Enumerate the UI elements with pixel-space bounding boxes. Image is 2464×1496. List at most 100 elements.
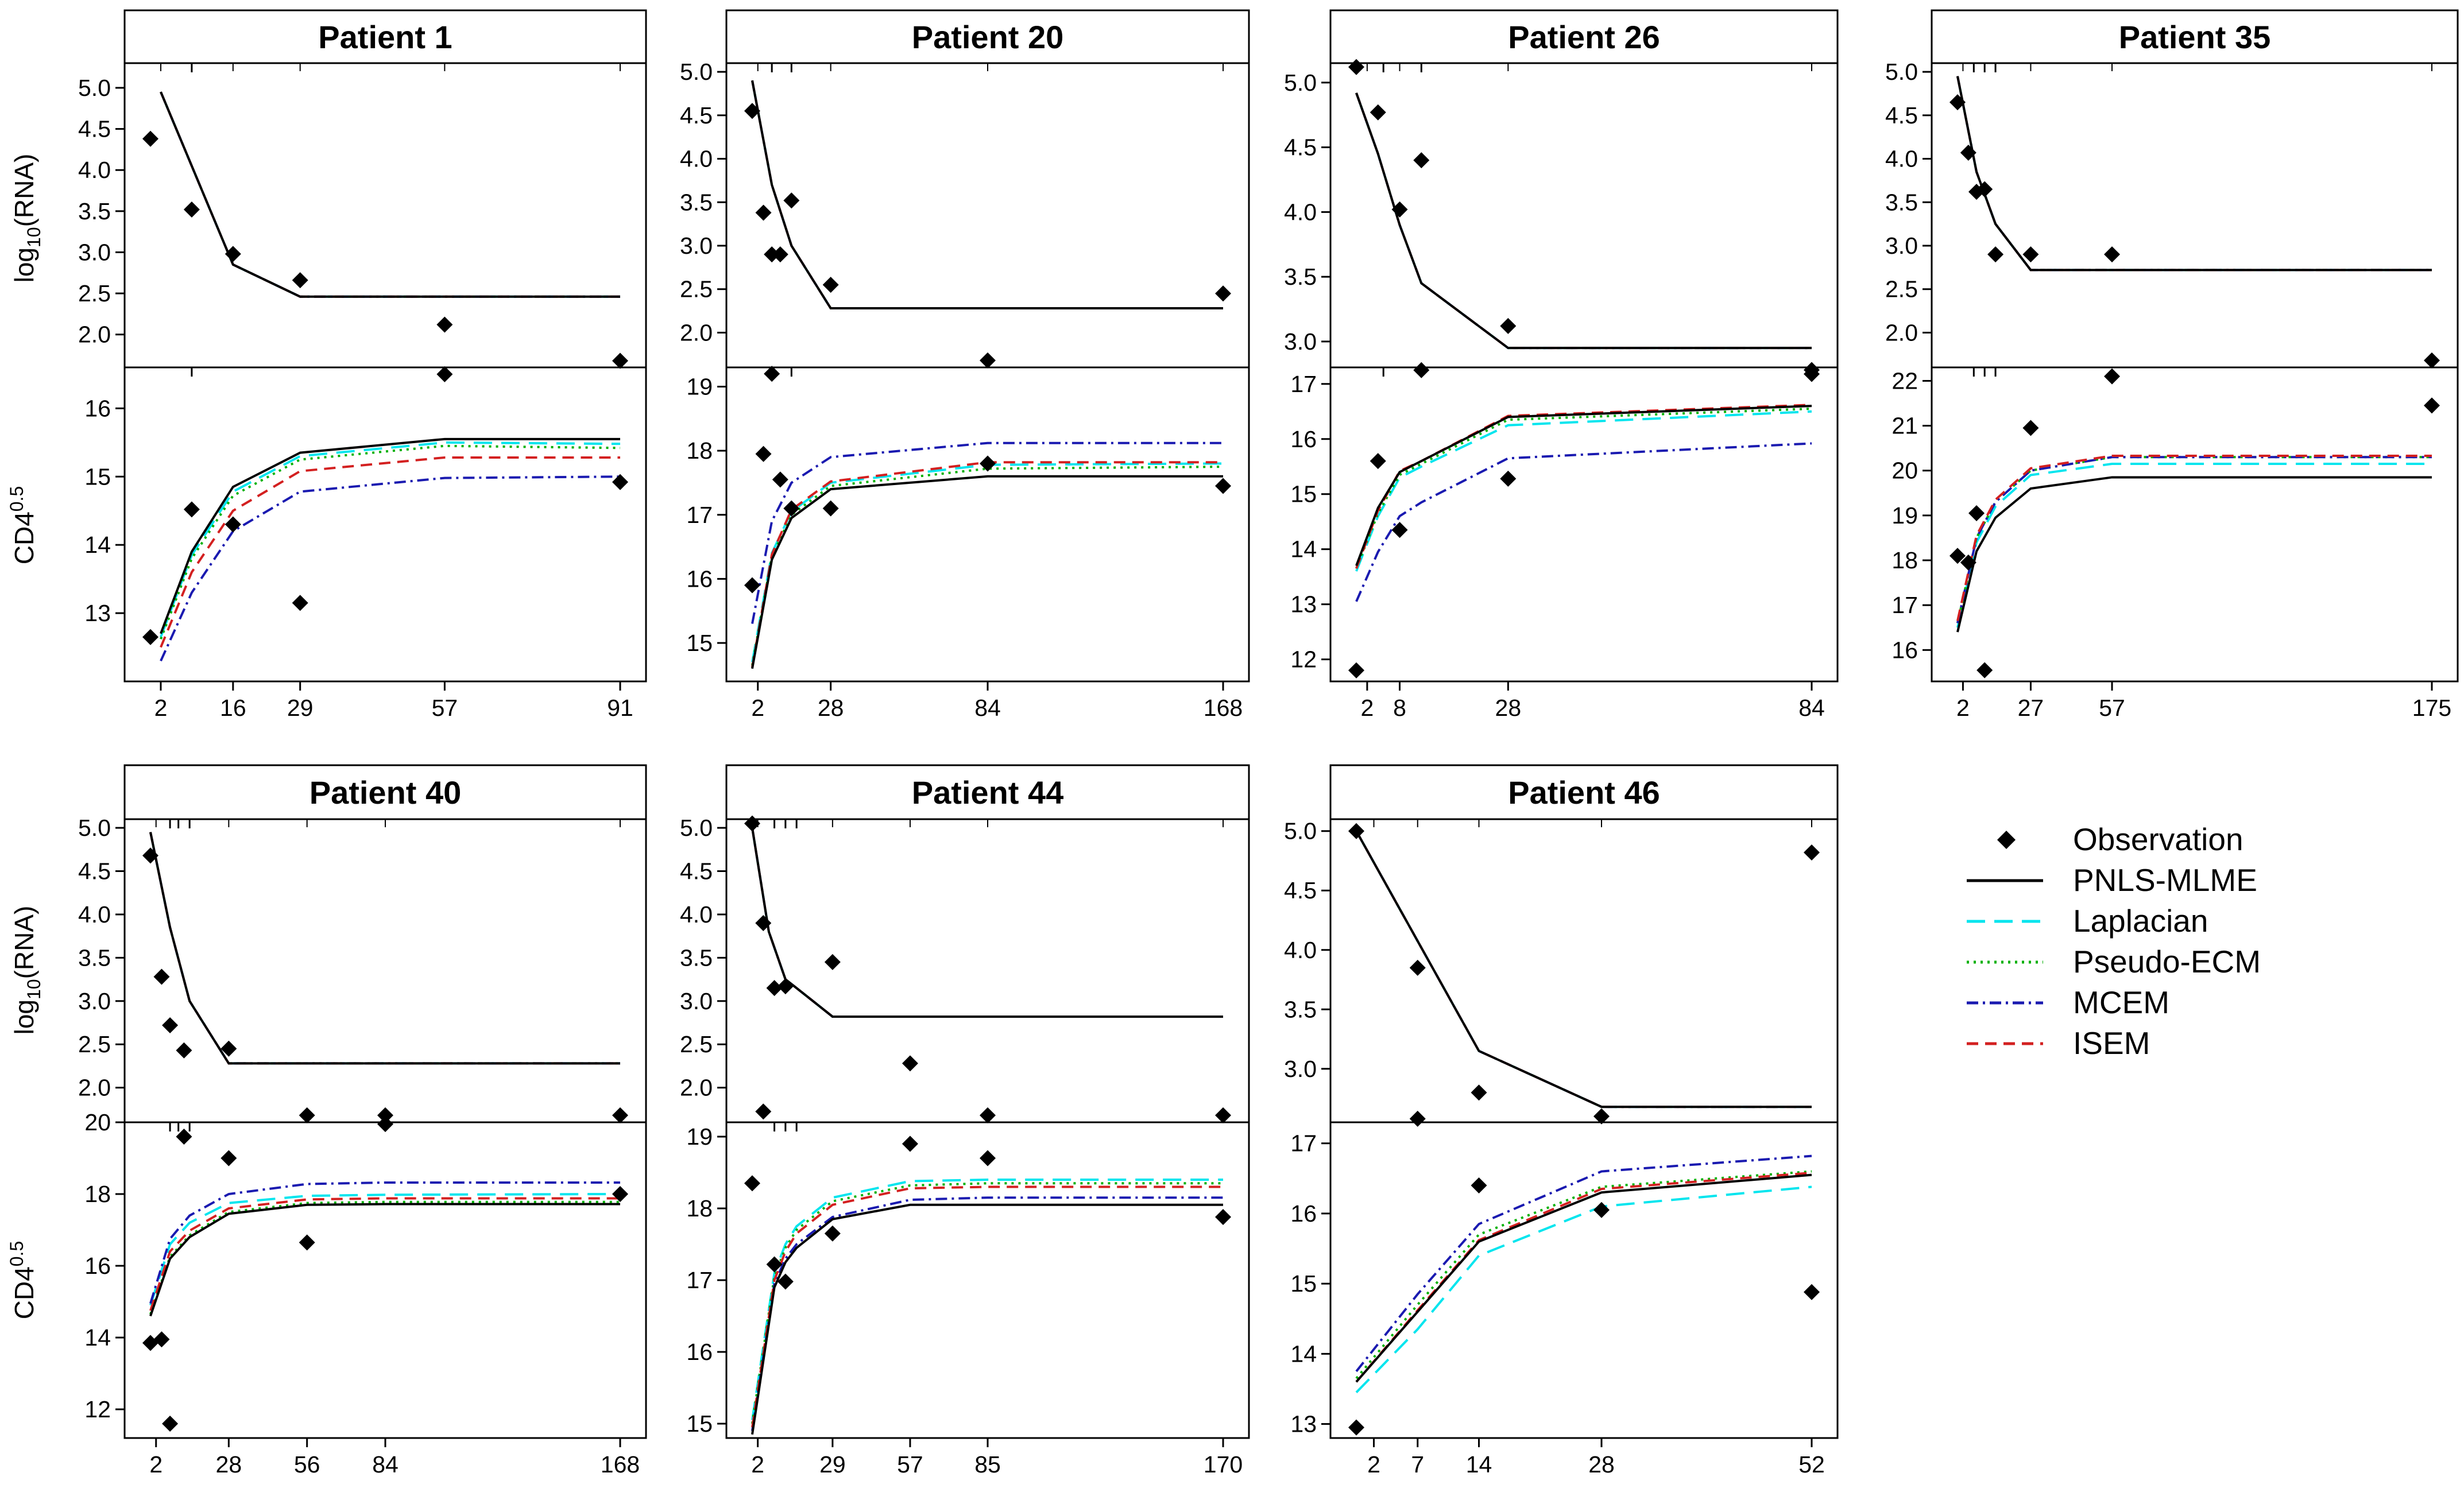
cd4-subplot: 15 16 17 18 19 bbox=[686, 1103, 1250, 1439]
x-tick-label: 168 bbox=[1204, 695, 1243, 721]
y-tick-label: 3.0 bbox=[1885, 232, 1918, 259]
rna-subplot: 2.0 2.5 3.0 3.5 4.0 4.5 5.0 bbox=[680, 59, 1250, 369]
fit-line-pnls-mlme bbox=[1355, 92, 1812, 350]
y-tick-label: 5.0 bbox=[1284, 69, 1317, 96]
panel-patient-26: Patient 26 3.0 3.5 4.0 4.5 5.0 12 13 14 15 16 17 2 8 2… bbox=[1284, 9, 1839, 721]
x-tick-label: 28 bbox=[1588, 1451, 1615, 1478]
x-tick-label: 57 bbox=[432, 695, 458, 721]
y-tick-label: 2.5 bbox=[680, 276, 713, 303]
fit-line-pseudo-ecm bbox=[1355, 92, 1812, 350]
observation-point bbox=[1471, 1177, 1487, 1193]
y-tick-label: 20 bbox=[1891, 458, 1918, 484]
observation-point bbox=[2424, 352, 2440, 369]
fit-line-pseudo-ecm bbox=[1355, 1170, 1812, 1379]
x-tick-label: 28 bbox=[818, 695, 844, 721]
fit-line-isem bbox=[751, 1185, 1223, 1428]
panel-title-box bbox=[725, 764, 1250, 820]
observation-point bbox=[612, 352, 628, 369]
y-tick-label: 4.0 bbox=[680, 901, 713, 928]
observation-point bbox=[1949, 548, 1966, 564]
fit-line-pnls-mlme bbox=[751, 80, 1223, 310]
observation-point bbox=[1215, 285, 1231, 302]
observation-point bbox=[755, 915, 772, 932]
y-tick-label: 4.5 bbox=[1284, 877, 1317, 904]
fit-line-pseudo-ecm bbox=[751, 80, 1223, 310]
y-tick-label: 3.5 bbox=[1284, 996, 1317, 1022]
observation-point bbox=[764, 246, 780, 263]
y-tick-label: 15 bbox=[84, 463, 111, 490]
y-tick-label: 18 bbox=[84, 1181, 111, 1207]
axis-label-log: log bbox=[9, 999, 39, 1034]
x-tick-label: 29 bbox=[287, 695, 314, 721]
fit-line-pnls-mlme bbox=[1355, 1173, 1812, 1383]
observation-point bbox=[824, 1225, 841, 1242]
observation-point bbox=[822, 277, 839, 293]
rna-plot-frame bbox=[1931, 62, 2459, 369]
observation-point bbox=[1804, 844, 1820, 861]
y-tick-label: 3.5 bbox=[680, 944, 713, 971]
rna-plot-frame bbox=[123, 62, 647, 369]
fit-line-pnls-mlme bbox=[160, 437, 620, 634]
observation-point bbox=[744, 103, 760, 119]
axis-label-superscript: 0.5 bbox=[6, 486, 27, 511]
fit-line-mcem bbox=[149, 832, 620, 1065]
fit-line-mcem bbox=[1355, 830, 1812, 1109]
observation-point bbox=[183, 501, 200, 518]
observation-point bbox=[176, 1129, 192, 1145]
fit-line-laplacian bbox=[1956, 76, 2432, 272]
observation-point bbox=[902, 1135, 918, 1152]
fit-line-laplacian bbox=[1355, 410, 1812, 572]
y-tick-label: 2.5 bbox=[1885, 276, 1918, 303]
panel-title-box bbox=[123, 9, 647, 64]
y-tick-label: 20 bbox=[84, 1109, 111, 1135]
y-tick-label: 2.0 bbox=[680, 1075, 713, 1101]
x-tick-label: 28 bbox=[1495, 695, 1522, 721]
x-tick-label: 14 bbox=[1466, 1451, 1492, 1478]
rna-subplot: 2.0 2.5 3.0 3.5 4.0 4.5 5.0 bbox=[1885, 59, 2459, 369]
observation-point bbox=[612, 1107, 628, 1123]
panel-patient-20: Patient 202.02.53.03.54.04.55.0151617181… bbox=[680, 9, 1250, 721]
fit-line-pseudo-ecm bbox=[149, 832, 620, 1065]
observation-point bbox=[766, 1256, 783, 1273]
cd4-plot-frame bbox=[123, 1121, 647, 1439]
fit-line-isem bbox=[1355, 830, 1812, 1109]
fit-line-pnls-mlme bbox=[1355, 830, 1812, 1109]
axis-label-rna: (RNA) bbox=[9, 154, 39, 227]
fit-line-pnls-mlme bbox=[751, 827, 1223, 1018]
observation-point bbox=[2022, 246, 2039, 263]
rna-plot-frame bbox=[725, 62, 1250, 369]
fit-line-pseudo-ecm bbox=[160, 91, 620, 298]
y-tick-label: 15 bbox=[686, 630, 713, 656]
y-tick-label: 16 bbox=[84, 395, 111, 421]
x-tick-label: 2 bbox=[751, 695, 764, 721]
observation-point bbox=[902, 1055, 918, 1072]
y-tick-label: 16 bbox=[686, 565, 713, 592]
fit-line-mcem bbox=[751, 1196, 1223, 1431]
observation-point bbox=[221, 1150, 237, 1166]
rna-axis-label: log10(RNA) bbox=[9, 154, 44, 283]
observation-point bbox=[292, 272, 308, 289]
fit-line-laplacian bbox=[1956, 463, 2432, 628]
cd4-axis-label: CD40.5 bbox=[6, 486, 39, 565]
y-tick-label: 14 bbox=[1290, 1340, 1317, 1367]
panel-patient-40: Patient 40 2.0 2.5 3.0 3.5 4.0 4.5 5.0 12 14 16 18 2… bbox=[78, 764, 647, 1478]
cd4-plot-frame bbox=[123, 366, 647, 683]
observation-point bbox=[980, 1150, 996, 1166]
legend-item: Observation bbox=[1997, 821, 2243, 857]
fit-line-isem bbox=[751, 827, 1223, 1018]
x-tick-label: 2 bbox=[1367, 1451, 1380, 1478]
y-tick-label: 17 bbox=[686, 1267, 713, 1293]
observation-point bbox=[299, 1234, 315, 1251]
fit-line-laplacian bbox=[1355, 830, 1812, 1109]
fit-line-pnls-mlme bbox=[149, 832, 620, 1065]
rna-subplot: 2.0 2.5 3.0 3.5 4.0 4.5 5.0 bbox=[78, 62, 647, 369]
observation-point bbox=[1409, 1110, 1426, 1127]
observation-point bbox=[1348, 59, 1364, 75]
cd4-plot-frame bbox=[725, 1121, 1250, 1439]
observation-point bbox=[772, 246, 788, 263]
observation-point bbox=[744, 815, 760, 832]
y-tick-label: 2.0 bbox=[680, 319, 713, 346]
panel-title: Patient 46 bbox=[1508, 774, 1660, 811]
axis-label-subscript: 10 bbox=[24, 227, 44, 247]
x-tick-label: 2 bbox=[1956, 695, 1970, 721]
